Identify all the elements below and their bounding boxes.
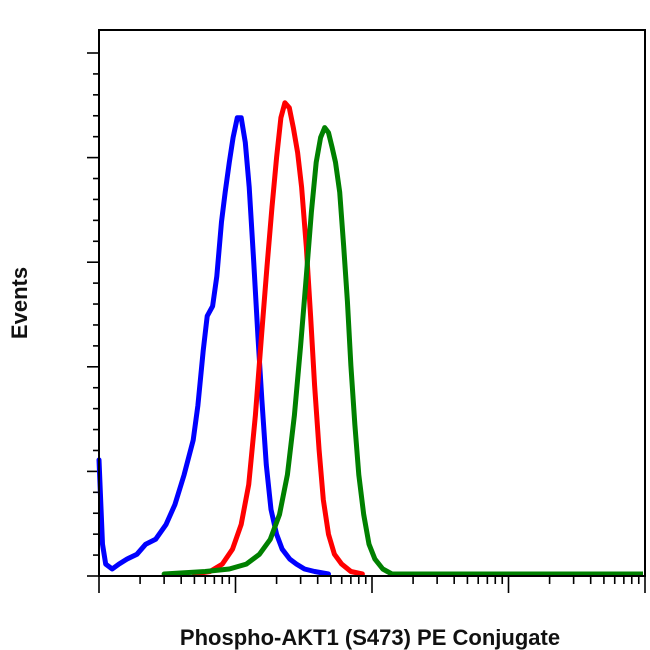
blue-histogram-curve xyxy=(96,115,331,577)
red-histogram-curve xyxy=(191,100,365,577)
histogram-curves xyxy=(96,100,643,577)
x-axis-label: Phospho-AKT1 (S473) PE Conjugate xyxy=(180,625,560,650)
y-axis-label: Events xyxy=(7,267,32,339)
plot-frame xyxy=(98,29,646,577)
green-histogram-curve xyxy=(161,125,395,577)
